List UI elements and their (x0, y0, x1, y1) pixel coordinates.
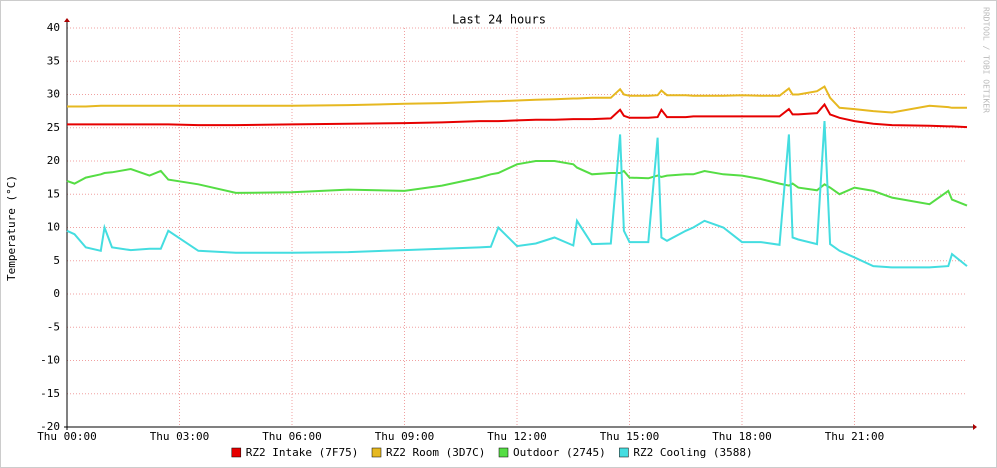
x-arrow (973, 424, 977, 430)
series-line (67, 85, 967, 114)
y-tick-label: -20 (40, 420, 60, 433)
legend-swatch (231, 447, 242, 458)
y-tick-label: 30 (47, 88, 60, 101)
x-tick-label: Thu 21:00 (825, 430, 885, 443)
legend-swatch (619, 447, 629, 458)
legend-label: RZ2 Cooling (3588) (633, 446, 752, 459)
y-tick-label: 20 (47, 154, 60, 167)
x-tick-label: Thu 09:00 (375, 430, 435, 443)
y-tick-label: 10 (47, 221, 60, 234)
legend-swatch (498, 447, 509, 458)
y-tick-label: -5 (47, 320, 60, 333)
watermark: RRDTOOL / TOBI OETIKER (982, 7, 991, 113)
x-tick-label: Thu 00:00 (37, 430, 97, 443)
series-line (67, 102, 968, 129)
y-tick-label: 40 (47, 21, 60, 34)
y-arrow (64, 18, 70, 22)
legend-label: RZ2 Intake (7F75) (246, 446, 359, 459)
series-line (66, 121, 968, 269)
x-tick-label: Thu 03:00 (150, 430, 210, 443)
legend-label: Outdoor (2745) (513, 446, 606, 459)
y-tick-label: 25 (47, 121, 60, 134)
x-tick-label: Thu 15:00 (600, 430, 660, 443)
y-tick-label: 5 (53, 254, 60, 267)
y-tick-label: 15 (47, 187, 60, 200)
chart-title: Last 24 hours (452, 13, 546, 27)
x-tick-label: Thu 12:00 (487, 430, 547, 443)
legend-label: RZ2 Room (3D7C) (386, 446, 485, 459)
y-tick-label: 35 (47, 54, 60, 67)
legend-swatch (371, 447, 382, 458)
y-tick-label: -10 (40, 354, 60, 367)
y-tick-label: 0 (53, 287, 60, 300)
y-axis-label: Temperature (°C) (5, 175, 18, 281)
x-tick-label: Thu 18:00 (712, 430, 772, 443)
x-tick-label: Thu 06:00 (262, 430, 322, 443)
y-tick-label: -15 (40, 387, 60, 400)
